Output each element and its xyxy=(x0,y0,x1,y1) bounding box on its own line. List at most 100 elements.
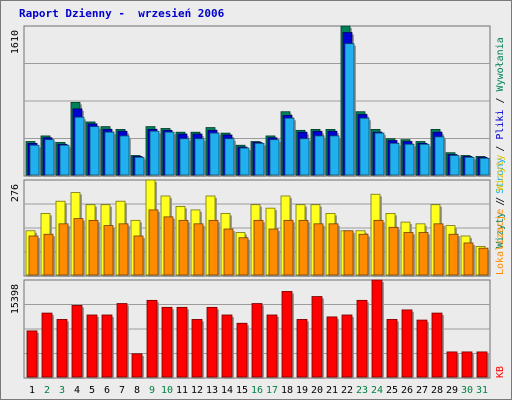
bottom-bar-kb xyxy=(386,319,398,378)
top-legend-entry: Wizyty xyxy=(495,212,506,248)
bottom-bar-kb xyxy=(461,351,473,378)
top-bar-strony xyxy=(89,126,100,176)
x-tick-label: 10 xyxy=(161,385,173,396)
x-tick-label: 22 xyxy=(341,385,353,396)
middle-bar-lokalizacje xyxy=(133,235,144,276)
bottom-bar-kb xyxy=(251,303,263,378)
bottom-legend: KB xyxy=(495,366,506,378)
middle-bar-lokalizacje xyxy=(178,219,189,276)
middle-bar-lokalizacje xyxy=(298,219,309,276)
middle-bar-lokalizacje xyxy=(43,233,54,276)
middle-bar-lokalizacje xyxy=(238,237,249,276)
x-tick-label: 19 xyxy=(296,385,308,396)
x-tick-label: 31 xyxy=(476,385,488,396)
middle-bar-lokalizacje xyxy=(223,228,234,276)
middle-bar-lokalizacje xyxy=(433,223,444,276)
x-tick-label: 6 xyxy=(104,385,110,396)
bottom-bar-kb xyxy=(326,316,338,378)
top-bar-strony xyxy=(209,132,220,176)
x-tick-label: 11 xyxy=(176,385,188,396)
x-tick-label: 16 xyxy=(251,385,263,396)
x-tick-label: 3 xyxy=(59,385,65,396)
bottom-bar-kb xyxy=(146,299,158,378)
bottom-bar-kb xyxy=(236,322,248,378)
x-tick-label: 24 xyxy=(371,385,383,396)
bottom-bar-kb xyxy=(311,296,323,378)
top-bar-strony xyxy=(449,155,460,176)
middle-legend-entry: Lokalizacje xyxy=(495,209,506,275)
bottom-bar-kb xyxy=(101,314,113,378)
bottom-bar-kb xyxy=(221,314,233,378)
top-bar-strony xyxy=(374,132,385,176)
x-tick-label: 27 xyxy=(416,385,428,396)
middle-bar-lokalizacje xyxy=(418,232,429,276)
middle-bar-lokalizacje xyxy=(388,226,399,276)
middle-bar-lokalizacje xyxy=(343,230,354,276)
chart-title: Raport Dzienny - wrzesień 2006 xyxy=(19,7,225,20)
middle-bar-lokalizacje xyxy=(253,219,264,276)
right-legend: Wizyty / Strony / Pliki / WywołaniaLokal… xyxy=(495,37,506,378)
x-tick-label: 15 xyxy=(236,385,248,396)
x-tick-label: 18 xyxy=(281,385,293,396)
middle-bar-lokalizacje xyxy=(88,219,99,276)
top-bar-strony xyxy=(224,138,235,176)
top-bar-strony xyxy=(134,156,145,176)
bottom-bar-kb xyxy=(56,319,68,378)
bottom-legend-entry: KB xyxy=(495,366,506,378)
middle-bar-lokalizacje xyxy=(148,209,159,276)
x-tick-label: 28 xyxy=(431,385,443,396)
bottom-bar-kb xyxy=(401,309,413,378)
x-axis-day-labels: 1 2 3 4 5 6 7 8 9 10 11 12 13 14 15 16 17 18 19 20 21 22 23 24 2… xyxy=(29,385,488,396)
top-bar-strony xyxy=(434,136,445,176)
bottom-bar-kb xyxy=(71,305,83,378)
x-tick-label: 13 xyxy=(206,385,218,396)
top-bar-strony xyxy=(119,135,130,176)
top-bar-strony xyxy=(254,142,265,176)
middle-bar-lokalizacje xyxy=(403,232,414,276)
visits-sites-panel: 276 xyxy=(10,179,491,277)
top-bar-strony xyxy=(404,143,415,176)
middle-bar-lokalizacje xyxy=(103,225,114,276)
bottom-bar-kb xyxy=(116,303,128,378)
bottom-bar-kb xyxy=(176,306,188,378)
bottom-bar-kb xyxy=(446,351,458,378)
x-tick-label: 5 xyxy=(89,385,95,396)
top-bar-strony xyxy=(74,116,85,176)
middle-bar-lokalizacje xyxy=(448,233,459,276)
middle-bar-lokalizacje xyxy=(313,223,324,276)
bottom-bar-kb xyxy=(476,351,488,378)
bottom-y-max-label: 15398 xyxy=(10,284,21,314)
middle-bar-lokalizacje xyxy=(283,219,294,276)
bottom-bar-kb xyxy=(131,353,143,378)
middle-bar-lokalizacje xyxy=(328,223,339,276)
x-tick-label: 1 xyxy=(29,385,35,396)
top-bar-strony xyxy=(179,138,190,176)
middle-bar-lokalizacje xyxy=(268,228,279,276)
top-bar-strony xyxy=(389,142,400,176)
top-legend-entry: / xyxy=(495,194,506,212)
bottom-bar-kb xyxy=(371,279,383,378)
top-bar-strony xyxy=(464,156,475,176)
top-bar-strony xyxy=(44,139,55,176)
middle-legend-entry: / xyxy=(495,191,506,209)
top-legend-entry: Pliki xyxy=(495,110,506,140)
x-tick-label: 20 xyxy=(311,385,323,396)
bottom-bar-kb xyxy=(431,312,443,378)
middle-bar-lokalizacje xyxy=(58,223,69,276)
middle-bar-lokalizacje xyxy=(193,223,204,276)
bottom-bar-kb xyxy=(281,291,293,378)
bottom-bar-kb xyxy=(206,306,218,378)
hits-files-pages-panel: 1610 xyxy=(10,25,491,178)
top-bar-strony xyxy=(59,144,70,176)
x-tick-label: 12 xyxy=(191,385,203,396)
middle-bar-lokalizacje xyxy=(373,219,384,276)
top-y-max-label: 1610 xyxy=(10,30,21,54)
top-bar-strony xyxy=(284,117,295,176)
top-bar-strony xyxy=(344,43,355,176)
x-tick-label: 4 xyxy=(74,385,80,396)
top-bar-strony xyxy=(359,117,370,176)
middle-legend: Lokalizacje / Wizyty xyxy=(495,155,506,275)
top-bar-strony xyxy=(149,130,160,176)
middle-bar-lokalizacje xyxy=(478,247,489,276)
kbytes-panel: 15398 xyxy=(10,279,491,379)
